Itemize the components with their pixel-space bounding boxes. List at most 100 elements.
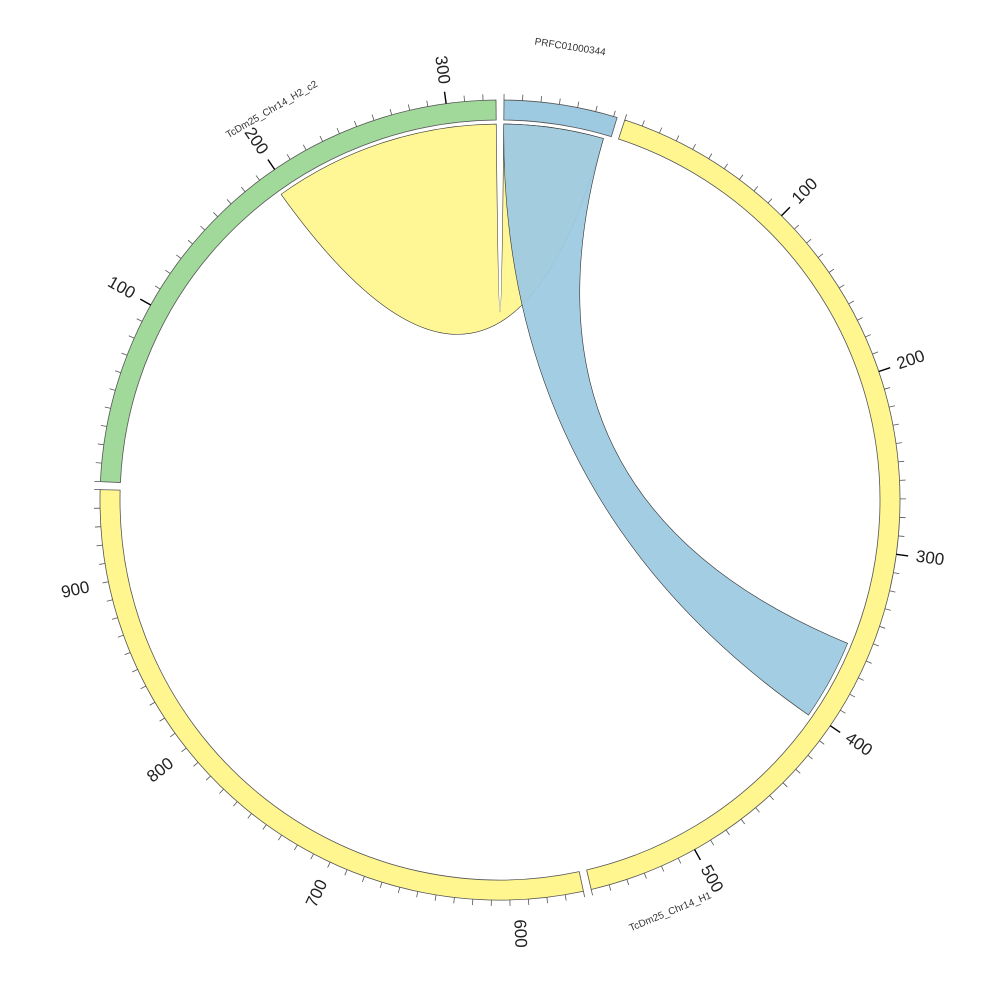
minor-tick (677, 857, 682, 864)
minor-tick (255, 175, 260, 181)
minor-tick (96, 544, 103, 547)
minor-tick (794, 224, 799, 230)
minor-tick (111, 617, 118, 620)
minor-tick (336, 127, 340, 134)
minor-tick (659, 127, 663, 134)
minor-tick (819, 740, 825, 745)
minor-tick (286, 154, 291, 160)
minor-tick (828, 268, 835, 273)
tick-label: 200 (894, 346, 927, 373)
tick-label: 100 (788, 174, 821, 208)
minor-tick (675, 135, 680, 142)
tick-label: 300 (915, 547, 946, 570)
minor-tick (708, 153, 713, 159)
minor-tick (608, 884, 612, 891)
minor-tick (858, 677, 864, 681)
minor-tick (159, 717, 165, 722)
minor-tick (310, 853, 314, 860)
minor-tick (106, 599, 113, 602)
minor-tick (154, 285, 161, 290)
minor-tick (866, 660, 872, 664)
major-tick (829, 725, 841, 734)
minor-tick (873, 643, 879, 647)
segment-name-label: PRFC01000344 (534, 37, 607, 59)
minor-tick (848, 300, 855, 305)
minor-tick (884, 387, 891, 390)
minor-tick (626, 879, 630, 886)
minor-tick (205, 775, 211, 781)
minor-tick (169, 732, 176, 738)
minor-tick (200, 225, 206, 231)
minor-tick (849, 693, 856, 698)
minor-tick (590, 889, 593, 896)
ideogram-segment-0 (503, 99, 618, 138)
minor-tick (397, 887, 401, 894)
minor-tick (806, 238, 812, 244)
tick-label: 700 (302, 876, 331, 910)
minor-tick (892, 423, 899, 426)
minor-tick (136, 318, 143, 322)
minor-tick (817, 253, 824, 258)
minor-tick (865, 334, 871, 338)
minor-tick (100, 424, 107, 427)
minor-tick (807, 754, 813, 760)
links-layer (280, 123, 849, 716)
minor-tick (840, 709, 846, 714)
ideogram-layer (99, 99, 901, 901)
link-ribbon-1 (503, 123, 849, 716)
minor-tick (407, 104, 411, 111)
minor-tick (132, 669, 138, 673)
minor-tick (879, 626, 886, 629)
tick-label: 500 (697, 862, 727, 896)
minor-tick (434, 894, 437, 901)
minor-tick (463, 95, 465, 102)
minor-tick (838, 284, 845, 289)
minor-tick (857, 317, 863, 321)
minor-tick (624, 114, 628, 121)
minor-tick (895, 442, 902, 444)
minor-tick (613, 110, 616, 117)
minor-tick (564, 894, 567, 901)
minor-tick (109, 388, 116, 391)
major-tick (878, 366, 891, 373)
minor-tick (226, 199, 232, 205)
minor-tick (583, 891, 586, 898)
minor-tick (278, 834, 282, 841)
minor-tick (165, 269, 171, 274)
minor-tick (416, 891, 419, 898)
minor-tick (755, 807, 760, 813)
minor-tick (149, 701, 156, 706)
major-tick (267, 159, 276, 170)
minor-tick (233, 801, 238, 807)
minor-tick (595, 105, 598, 112)
minor-tick (641, 120, 645, 127)
minor-tick (99, 563, 106, 565)
segment-name-label: TcDm25_Chr14_H1 (628, 890, 714, 934)
minor-tick (426, 100, 429, 107)
minor-tick (219, 788, 224, 794)
minor-tick (889, 590, 896, 593)
minor-tick (546, 897, 548, 904)
minor-tick (114, 370, 121, 374)
major-tick (693, 849, 702, 861)
labels-layer: 100200300400500600700800900100200300PRFC… (59, 37, 945, 949)
major-tick (443, 91, 447, 104)
minor-tick (327, 861, 331, 868)
ideogram-segment-2 (99, 489, 584, 901)
ticks-layer (94, 91, 909, 906)
minor-tick (577, 101, 580, 108)
minor-tick (293, 844, 298, 851)
minor-tick (117, 634, 124, 638)
minor-tick (371, 114, 375, 121)
minor-tick (872, 351, 879, 355)
minor-tick (121, 352, 128, 356)
minor-tick (740, 818, 746, 825)
minor-tick (767, 198, 773, 204)
minor-tick (888, 405, 895, 408)
minor-tick (540, 96, 543, 103)
minor-tick (193, 762, 199, 767)
minor-tick (753, 186, 759, 192)
minor-tick (95, 462, 102, 464)
minor-tick (898, 460, 905, 463)
ideogram-segment-3 (100, 99, 497, 483)
